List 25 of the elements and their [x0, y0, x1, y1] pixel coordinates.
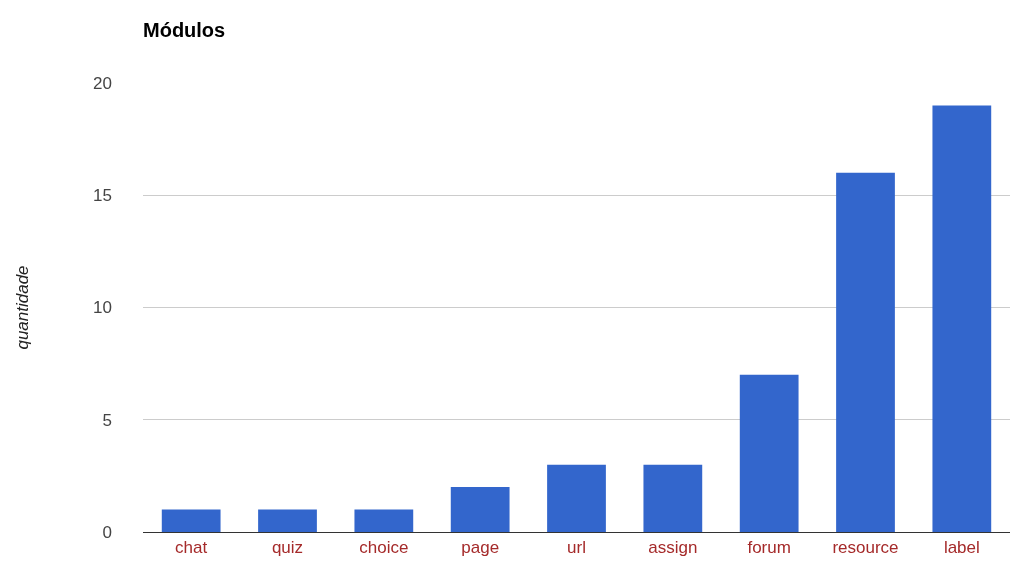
- bar: [643, 464, 703, 532]
- y-tick-label: 5: [102, 410, 112, 430]
- bar: [836, 172, 895, 532]
- bar: [161, 509, 221, 532]
- bar: [547, 464, 606, 532]
- x-tick-label: quiz: [271, 538, 304, 558]
- x-tick-label: chat: [175, 538, 208, 558]
- y-tick-label: 20: [93, 73, 112, 93]
- x-tick-label: url: [567, 538, 586, 558]
- y-axis-title: quantidade: [12, 265, 32, 350]
- bar: [932, 105, 992, 532]
- bar: [739, 374, 799, 532]
- bar: [258, 509, 317, 532]
- x-tick-label: assign: [648, 538, 698, 558]
- bar: [450, 487, 510, 532]
- x-tick-label: page: [461, 538, 500, 558]
- x-tick-label: resource: [832, 538, 899, 558]
- x-tick-label: label: [943, 538, 980, 558]
- bar: [354, 509, 414, 532]
- chart-title: Módulos: [143, 19, 226, 41]
- x-tick-label: forum: [747, 538, 791, 558]
- x-tick-label: choice: [359, 538, 409, 558]
- y-tick-label: 15: [93, 186, 112, 206]
- y-tick-label: 10: [93, 298, 112, 318]
- y-tick-label: 0: [102, 522, 112, 542]
